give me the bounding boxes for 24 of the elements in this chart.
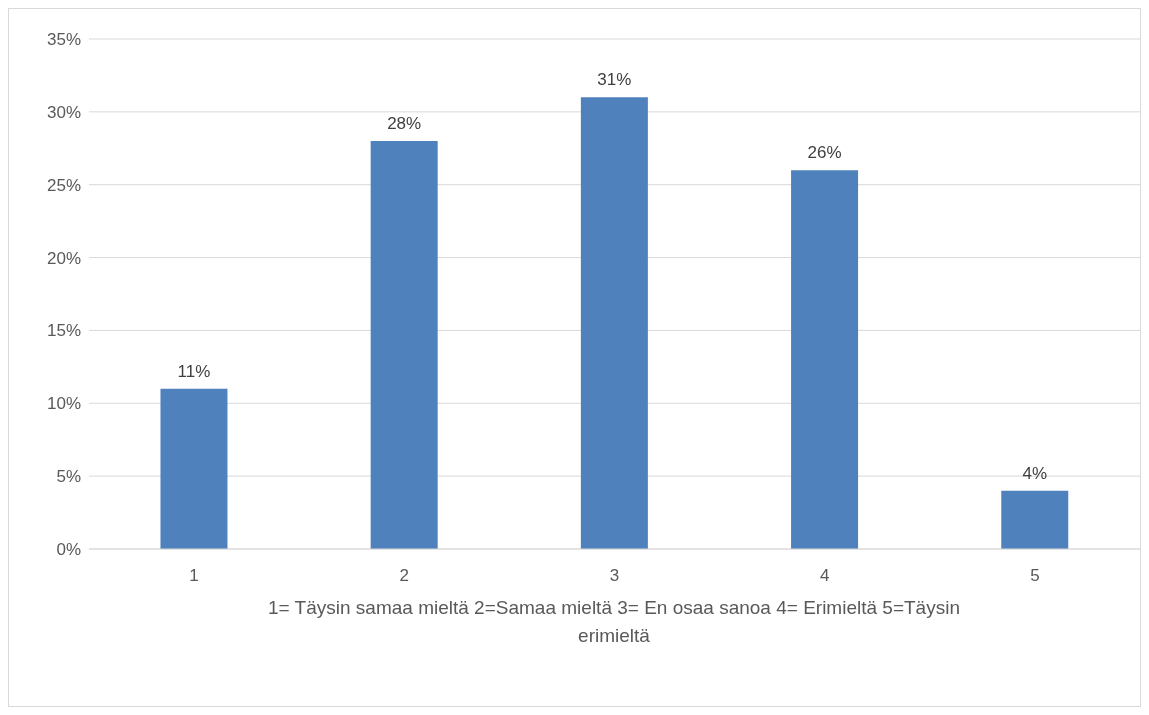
x-axis-title: 1= Täysin samaa mieltä 2=Samaa mieltä 3= En osaa sanoa 4= Erimieltä 5=Täysin erimieltä — [267, 596, 961, 648]
x-tick-label: 2 — [399, 566, 410, 586]
data-label: 11% — [177, 361, 211, 381]
x-tick-label: 4 — [819, 566, 830, 586]
y-tick-label: 35% — [46, 30, 81, 50]
y-tick-label: 30% — [46, 102, 81, 122]
bar — [1001, 490, 1069, 549]
x-tick-label: 1 — [189, 566, 199, 586]
y-tick-label: 0% — [56, 540, 81, 560]
bar — [580, 97, 648, 549]
bar — [160, 388, 228, 549]
x-tick-label: 5 — [1030, 566, 1040, 586]
y-tick-label: 15% — [46, 321, 81, 341]
data-label: 26% — [807, 143, 842, 163]
bar — [791, 170, 859, 549]
y-tick-label: 5% — [56, 467, 81, 487]
y-tick-label: 20% — [46, 248, 81, 268]
data-label: 28% — [387, 114, 422, 133]
data-label: 4% — [1022, 463, 1048, 483]
y-tick-label: 25% — [46, 175, 81, 195]
data-label: 31% — [597, 70, 632, 90]
x-tick-label: 3 — [609, 566, 620, 586]
bar — [370, 141, 438, 549]
y-tick-label: 10% — [46, 394, 81, 414]
